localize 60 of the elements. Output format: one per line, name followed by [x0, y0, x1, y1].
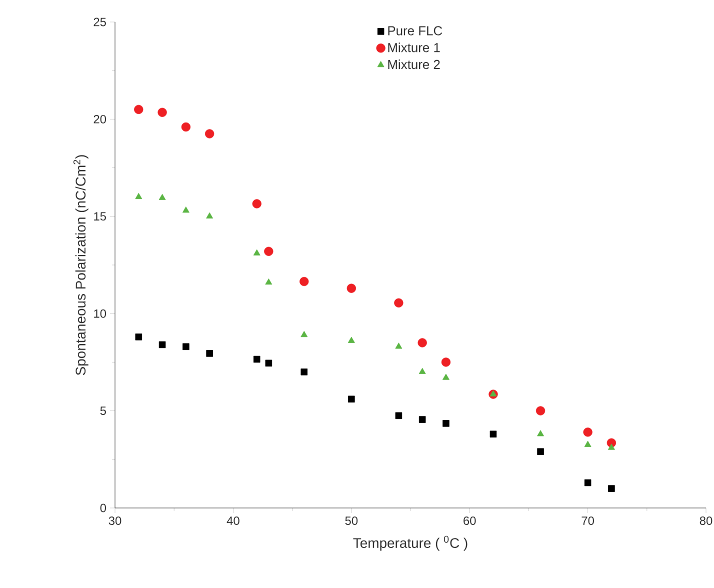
point	[348, 396, 355, 403]
point	[181, 122, 191, 132]
point	[608, 444, 615, 450]
point	[206, 212, 214, 218]
point	[264, 246, 274, 256]
y-tick-label: 0	[100, 504, 106, 512]
point	[490, 430, 497, 438]
point	[395, 412, 402, 420]
point	[395, 342, 402, 349]
point	[418, 416, 426, 423]
x-axis-title: Temperature ( $^{0}$C )	[353, 536, 468, 551]
legend-label: Pure FLC	[388, 26, 442, 36]
point	[348, 336, 355, 343]
y-tick-label: 5	[100, 406, 106, 415]
point	[135, 192, 142, 200]
y-tick-label: 25	[94, 18, 106, 26]
point	[158, 194, 166, 200]
point	[490, 390, 497, 396]
point	[584, 440, 592, 447]
point	[265, 278, 272, 285]
x-tick-label: 60	[464, 516, 476, 525]
x-tick-label: 40	[226, 516, 240, 525]
legend-label: Mixture 2	[388, 60, 440, 70]
point	[182, 206, 190, 213]
point	[253, 356, 260, 363]
point	[394, 298, 404, 308]
point	[536, 406, 546, 416]
y-tick-label: 20	[94, 114, 106, 124]
legend-label: Mixture 1	[388, 42, 440, 52]
point	[182, 343, 190, 350]
point	[204, 129, 214, 138]
point	[441, 358, 451, 367]
point	[134, 104, 144, 114]
x-tick-label: 80	[700, 516, 712, 525]
y-axis-title: Spontaneous Polarization (nC/Cm$^{2}$)	[73, 155, 88, 376]
point	[300, 368, 308, 376]
point	[135, 334, 142, 340]
x-tick-label: 50	[345, 516, 358, 525]
point	[300, 330, 308, 338]
point	[300, 276, 309, 286]
point	[583, 428, 592, 437]
point	[442, 420, 450, 427]
point	[608, 485, 615, 492]
point	[442, 374, 450, 380]
point	[418, 368, 426, 374]
point	[206, 350, 213, 357]
x-tick-label: 30	[108, 516, 122, 525]
point	[252, 199, 262, 208]
x-tick-label: 70	[582, 516, 594, 525]
point	[158, 341, 166, 348]
point	[537, 430, 544, 436]
point	[158, 108, 167, 117]
point	[584, 479, 592, 486]
point	[418, 338, 427, 348]
point	[537, 448, 544, 455]
point	[253, 249, 260, 256]
point	[346, 284, 356, 293]
y-tick-label: 15	[94, 212, 106, 221]
point	[265, 360, 272, 367]
y-tick-label: 10	[94, 309, 106, 318]
